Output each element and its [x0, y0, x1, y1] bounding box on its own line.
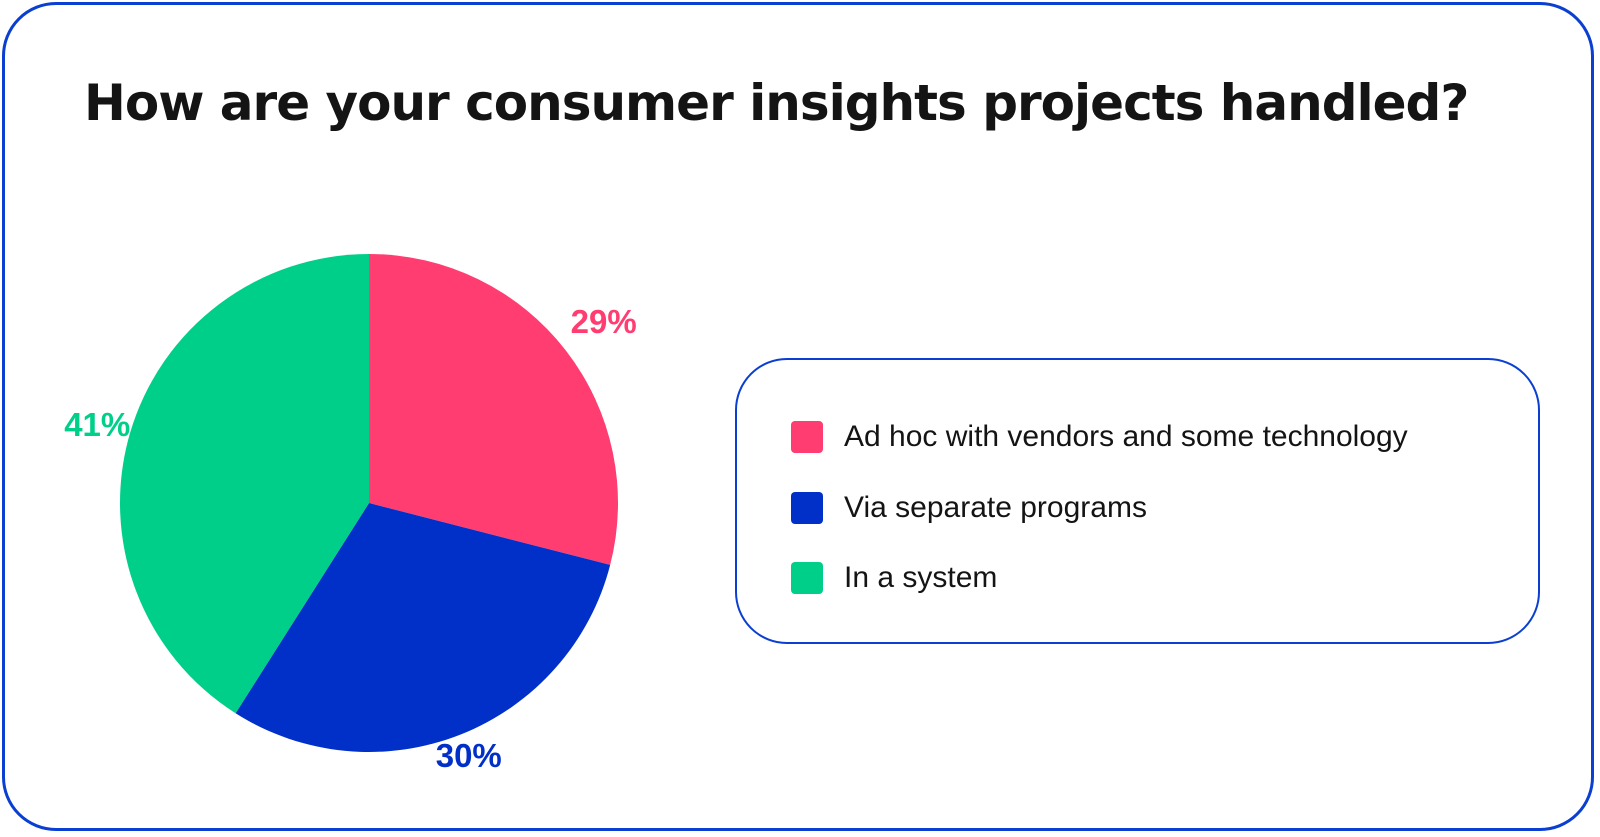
legend-item-ad-hoc: Ad hoc with vendors and some technology: [791, 417, 1408, 457]
legend-swatch-ad-hoc: [791, 421, 823, 453]
value-label-ad-hoc: 29%: [571, 303, 637, 340]
legend-swatch-separate-programs: [791, 492, 823, 524]
value-label-in-a-system: 41%: [64, 406, 130, 443]
pie-slice-in-a-system: [120, 254, 369, 714]
legend-item-in-a-system: In a system: [791, 558, 997, 598]
pie-slice-separate-programs: [235, 503, 611, 752]
pie-slices: [120, 254, 618, 752]
legend-label-separate-programs: Via separate programs: [844, 491, 1147, 524]
legend-item-separate-programs: Via separate programs: [791, 488, 1147, 528]
legend-swatch-in-a-system: [791, 562, 823, 594]
value-label-separate-programs: 30%: [436, 737, 502, 774]
legend-label-ad-hoc: Ad hoc with vendors and some technology: [844, 420, 1408, 453]
legend: Ad hoc with vendors and some technology …: [735, 358, 1540, 644]
pie-value-labels: 29% 30% 41%: [64, 303, 637, 774]
chart-title: How are your consumer insights projects …: [84, 74, 1469, 132]
legend-label-in-a-system: In a system: [844, 561, 998, 594]
pie-slice-ad-hoc: [369, 254, 618, 565]
